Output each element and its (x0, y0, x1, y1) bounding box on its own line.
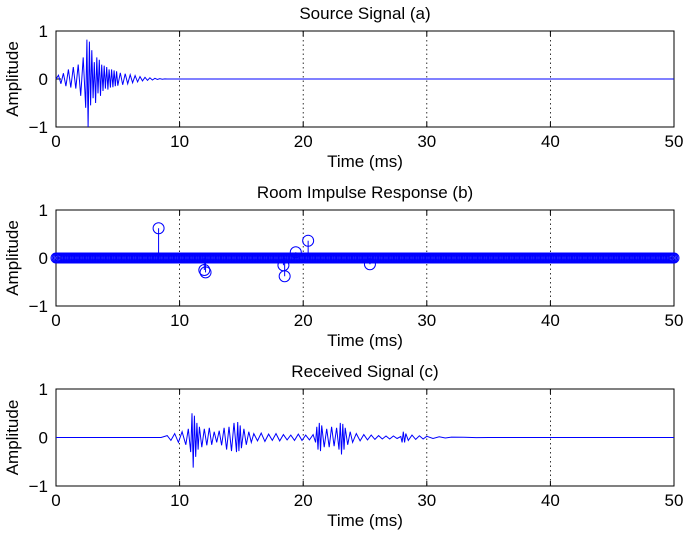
x-tick-label: 50 (665, 132, 684, 151)
x-tick-label: 30 (417, 311, 436, 330)
y-axis-label: Amplitude (3, 41, 22, 117)
x-tick-label: 0 (51, 311, 60, 330)
signal-line (56, 413, 674, 468)
x-tick-label: 0 (51, 491, 60, 510)
x-tick-label: 40 (541, 311, 560, 330)
x-axis-label: Time (ms) (327, 152, 403, 171)
y-axis-label: Amplitude (3, 400, 22, 476)
x-tick-label: 0 (51, 132, 60, 151)
y-tick-label: −1 (29, 118, 48, 137)
x-tick-label: 20 (294, 491, 313, 510)
impulse-marker (152, 222, 165, 235)
x-tick-label: 20 (294, 132, 313, 151)
y-tick-label: 0 (39, 249, 48, 268)
x-tick-label: 40 (541, 132, 560, 151)
impulse-marker (302, 234, 315, 247)
impulse-marker (363, 258, 376, 271)
x-tick-label: 10 (170, 132, 189, 151)
y-tick-label: −1 (29, 477, 48, 496)
x-tick-label: 30 (417, 491, 436, 510)
x-tick-label: 50 (665, 311, 684, 330)
signal-line (55, 39, 674, 128)
y-tick-label: 1 (39, 380, 48, 399)
chart-title: Source Signal (a) (299, 4, 430, 23)
y-tick-label: 1 (39, 22, 48, 41)
x-tick-label: 10 (170, 491, 189, 510)
x-tick-label: 10 (170, 311, 189, 330)
y-tick-label: −1 (29, 297, 48, 316)
y-tick-label: 0 (39, 429, 48, 448)
x-tick-label: 50 (665, 491, 684, 510)
y-tick-label: 0 (39, 70, 48, 89)
x-axis-label: Time (ms) (327, 511, 403, 530)
x-tick-label: 20 (294, 311, 313, 330)
chart-title: Received Signal (c) (291, 362, 438, 381)
y-tick-label: 1 (39, 201, 48, 220)
chart-title: Room Impulse Response (b) (257, 183, 473, 202)
impulse-marker (199, 266, 212, 279)
impulse-marker (289, 246, 302, 259)
y-axis-label: Amplitude (3, 220, 22, 296)
x-axis-label: Time (ms) (327, 331, 403, 350)
impulse-marker (278, 270, 291, 283)
x-tick-label: 40 (541, 491, 560, 510)
x-tick-label: 30 (417, 132, 436, 151)
impulse-marker (198, 264, 211, 276)
baseline-marker (668, 252, 680, 264)
